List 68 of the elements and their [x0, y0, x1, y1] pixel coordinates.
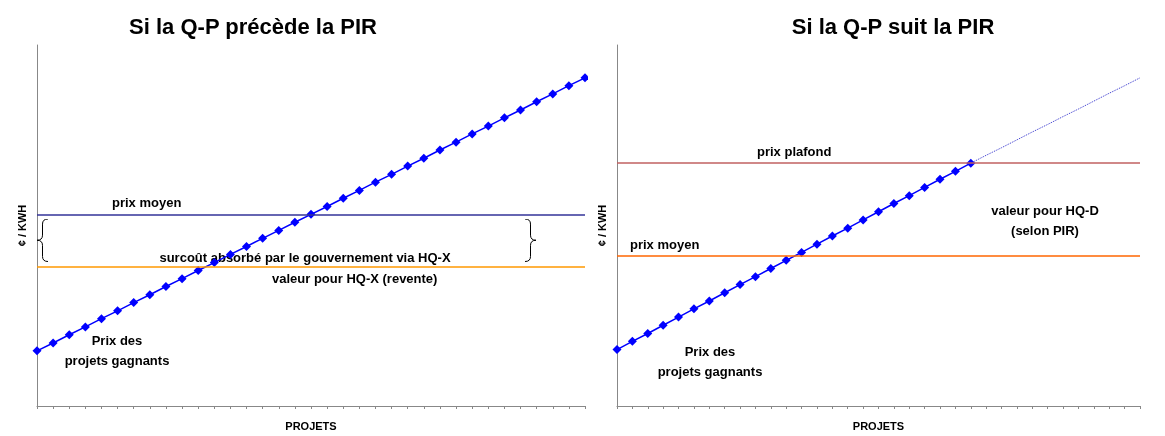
point — [950, 166, 960, 176]
point — [766, 263, 776, 273]
point — [403, 161, 413, 171]
point — [720, 288, 730, 298]
point — [889, 199, 899, 209]
annotation: Prix des projets gagnants — [64, 332, 170, 368]
point — [419, 153, 429, 163]
point — [935, 174, 945, 184]
point — [96, 314, 106, 324]
point — [643, 328, 653, 338]
point — [548, 89, 558, 99]
point — [338, 193, 348, 203]
point — [564, 81, 574, 91]
point — [735, 280, 745, 290]
point — [467, 129, 477, 139]
point — [483, 121, 493, 131]
point — [354, 185, 364, 195]
ref-line-label: prix moyen — [630, 237, 700, 253]
point — [32, 346, 42, 356]
point — [242, 242, 252, 251]
point — [843, 223, 853, 233]
point — [580, 73, 588, 83]
y-axis-title: ¢ / KWH — [15, 204, 28, 247]
x-axis-title: PROJETS — [852, 419, 905, 432]
point — [193, 265, 203, 275]
point — [129, 298, 139, 308]
point — [874, 207, 883, 217]
point — [161, 282, 171, 292]
point — [145, 290, 155, 300]
point — [920, 182, 930, 192]
chart-title: Si la Q-P suit la PIR — [791, 13, 995, 39]
point — [704, 296, 714, 306]
point — [48, 338, 58, 348]
chart-title: Si la Q-P précède la PIR — [129, 13, 378, 39]
x-axis-title: PROJETS — [285, 419, 337, 432]
point — [812, 239, 822, 249]
point — [627, 336, 637, 346]
ref-line-label: prix plafond — [757, 144, 832, 160]
point — [750, 272, 760, 282]
point — [858, 215, 868, 225]
point — [674, 312, 684, 322]
point — [532, 97, 542, 107]
point — [274, 225, 284, 235]
y-axis-title: ¢ / KWH — [595, 204, 608, 247]
point — [387, 169, 397, 179]
point — [258, 233, 268, 243]
point — [435, 145, 445, 155]
point — [516, 105, 526, 115]
annotation: valeur pour HQ-D (selon PIR) — [991, 202, 1099, 238]
point — [499, 113, 509, 123]
point — [80, 322, 90, 332]
point — [113, 306, 123, 316]
point — [689, 304, 699, 314]
point — [177, 274, 187, 284]
ref-line-label: prix moyen — [112, 195, 182, 211]
point — [290, 217, 300, 227]
point — [904, 191, 914, 201]
point — [658, 320, 668, 330]
point — [322, 201, 332, 211]
point — [612, 345, 622, 355]
ref-line-label: valeur pour HQ-X (revente) — [272, 270, 438, 286]
point — [370, 177, 380, 187]
point — [797, 247, 807, 257]
point — [781, 255, 791, 265]
point — [451, 137, 461, 147]
point — [827, 231, 837, 241]
annotation: Prix des projets gagnants — [657, 343, 763, 379]
point — [64, 330, 74, 340]
